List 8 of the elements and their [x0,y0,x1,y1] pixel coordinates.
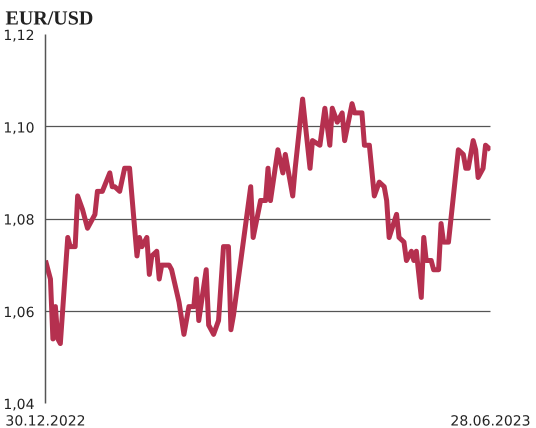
chart-title: EUR/USD [6,8,94,30]
y-tick-label: 1,04 [3,397,35,413]
x-tick-label: 28.06.2023 [450,414,531,428]
y-tick-label: 1,08 [3,212,34,228]
y-tick-label: 1,10 [3,120,34,136]
y-tick-label: 1,12 [3,28,34,44]
y-tick-label: 1,06 [3,304,35,321]
x-tick-label: 30.12.2022 [5,414,86,428]
